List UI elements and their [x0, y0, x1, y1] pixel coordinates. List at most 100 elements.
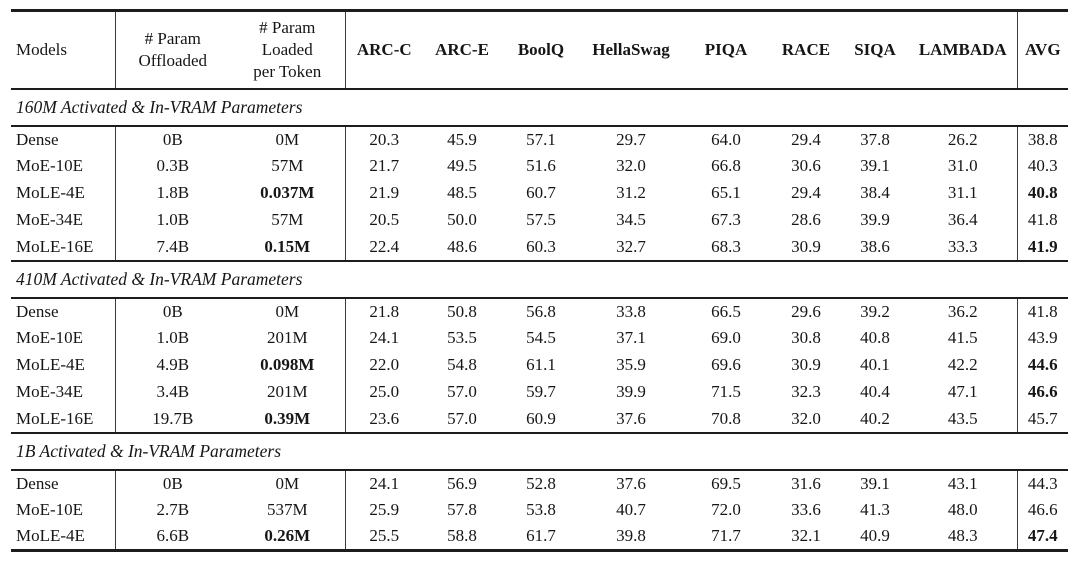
section-title: 410M Activated & In-VRAM Parameters [11, 259, 1068, 299]
model-name-cell: MoLE-16E [11, 233, 116, 261]
param-loaded-cell: 0M [230, 297, 346, 325]
score-cell-arc-c: 22.4 [369, 236, 400, 256]
col-header-siqa: SIQA [854, 39, 896, 59]
score-cell-arc-c: 22.0 [369, 355, 400, 374]
score-cell-lambada: 48.0 [947, 500, 978, 519]
score-cell-arc-e: 57.0 [447, 382, 477, 401]
param-loaded-cell: 57M [230, 152, 346, 180]
model-name-cell: MoLE-4E [11, 351, 116, 379]
avg-score-cell: 44.6 [1016, 351, 1068, 379]
table-row: Dense 0B 0M 20.3 45.9 57.1 29.7 64.0 29.4 37.8 26.… [11, 125, 1068, 153]
avg-score-cell: 46.6 [1016, 496, 1068, 524]
score-cell-arc-c: 21.9 [369, 183, 400, 202]
score-cell-siqa: 38.4 [860, 183, 890, 202]
col-header-lambada: LAMBADA [918, 39, 1007, 59]
score-cell-hellaswag: 39.8 [616, 526, 646, 546]
score-cell-boolq: 56.8 [526, 301, 556, 321]
score-cell-race: 30.8 [791, 328, 821, 347]
score-cell-boolq: 57.5 [526, 210, 556, 229]
score-cell-hellaswag: 31.2 [616, 183, 646, 202]
header-line: Loaded [261, 39, 313, 59]
model-name-cell: MoE-34E [11, 206, 116, 234]
param-loaded-cell: 0.15M [230, 233, 346, 261]
score-cell-boolq: 61.1 [526, 355, 556, 374]
table-row: MoLE-4E 6.6B 0.26M 25.5 58.8 61.7 39.8 71.7 32.1… [11, 523, 1068, 551]
table-row: MoE-10E 0.3B 57M 21.7 49.5 51.6 32.0 66.8 30.6 39… [11, 152, 1068, 180]
score-cell-race: 30.9 [791, 355, 821, 374]
param-offloaded-cell: 19.7B [152, 408, 194, 428]
score-cell-arc-e: 53.5 [447, 328, 477, 347]
model-name-cell: Dense [11, 469, 116, 497]
header-line: # Param [144, 28, 201, 48]
score-cell-arc-e: 54.8 [447, 355, 477, 374]
score-cell-piqa: 71.7 [711, 526, 741, 546]
param-offloaded-cell: 1.0B [156, 328, 190, 347]
table-row: MoLE-4E 4.9B 0.098M 22.0 54.8 61.1 35.9 69.6 30.… [11, 351, 1068, 379]
score-cell-piqa: 69.0 [711, 328, 741, 347]
model-name-cell: MoLE-4E [11, 179, 116, 207]
score-cell-arc-e: 56.9 [447, 473, 477, 493]
model-name-cell: MoE-10E [11, 324, 116, 352]
param-offloaded-cell: 3.4B [156, 382, 190, 401]
table-row: MoE-10E 1.0B 201M 24.1 53.5 54.5 37.1 69.0 30.8 4… [11, 324, 1068, 352]
model-name-cell: Dense [11, 125, 116, 153]
score-cell-lambada: 31.1 [947, 183, 978, 202]
table-row: MoLE-16E 19.7B 0.39M 23.6 57.0 60.9 37.6 70.8 32… [11, 405, 1068, 433]
score-cell-boolq: 54.5 [526, 328, 556, 347]
score-cell-siqa: 40.4 [860, 382, 890, 401]
avg-score-cell: 47.4 [1016, 523, 1068, 551]
param-offloaded-cell: 7.4B [156, 236, 190, 256]
score-cell-arc-e: 57.8 [447, 500, 477, 519]
avg-score-cell: 43.9 [1016, 324, 1068, 352]
score-cell-piqa: 66.5 [711, 301, 741, 321]
score-cell-siqa: 41.3 [860, 500, 890, 519]
table-header: Models # Param Offloaded # Param Loaded … [11, 10, 1068, 89]
table-row: Dense 0B 0M 21.8 50.8 56.8 33.8 66.5 29.6 39.2 36.… [11, 297, 1068, 325]
score-cell-arc-e: 58.8 [447, 526, 477, 546]
model-name-cell: MoE-10E [11, 152, 116, 180]
score-cell-arc-e: 48.5 [447, 183, 477, 202]
score-cell-hellaswag: 32.7 [616, 236, 646, 256]
score-cell-lambada: 47.1 [947, 382, 978, 401]
score-cell-arc-c: 24.1 [369, 473, 400, 493]
param-loaded-cell: 0.39M [230, 405, 346, 433]
score-cell-hellaswag: 33.8 [616, 301, 646, 321]
col-header-hellaswag: HellaSwag [592, 39, 670, 59]
score-cell-boolq: 60.9 [526, 408, 556, 428]
score-cell-hellaswag: 32.0 [616, 156, 646, 175]
score-cell-lambada: 43.1 [947, 473, 978, 493]
table-body: 160M Activated & In-VRAM Parameters Dense… [11, 87, 1068, 551]
score-cell-hellaswag: 40.7 [616, 500, 646, 519]
param-loaded-cell: 201M [230, 324, 346, 352]
score-cell-arc-c: 20.3 [369, 129, 400, 149]
score-cell-race: 30.6 [791, 156, 821, 175]
score-cell-race: 31.6 [791, 473, 821, 493]
score-cell-arc-c: 25.5 [369, 526, 400, 546]
score-cell-arc-c: 24.1 [369, 328, 400, 347]
score-cell-race: 29.4 [791, 183, 821, 202]
score-cell-hellaswag: 37.6 [616, 408, 646, 428]
param-loaded-cell: 0M [230, 125, 346, 153]
score-cell-arc-c: 21.7 [369, 156, 400, 175]
avg-score-cell: 40.8 [1016, 179, 1068, 207]
score-cell-hellaswag: 39.9 [616, 382, 646, 401]
score-cell-race: 30.9 [791, 236, 821, 256]
param-offloaded-cell: 0B [162, 129, 183, 149]
score-cell-boolq: 60.3 [526, 236, 556, 256]
score-cell-siqa: 39.2 [860, 301, 890, 321]
col-header-avg: AVG [1016, 10, 1068, 89]
avg-score-cell: 44.3 [1016, 469, 1068, 497]
score-cell-siqa: 40.9 [860, 526, 890, 546]
score-cell-piqa: 72.0 [711, 500, 741, 519]
score-cell-arc-c: 23.6 [369, 408, 400, 428]
score-cell-siqa: 39.9 [860, 210, 890, 229]
score-cell-piqa: 70.8 [711, 408, 741, 428]
table-row: MoLE-4E 1.8B 0.037M 21.9 48.5 60.7 31.2 65.1 29.… [11, 179, 1068, 207]
score-cell-hellaswag: 35.9 [616, 355, 646, 374]
score-cell-lambada: 26.2 [947, 129, 978, 149]
score-cell-race: 32.3 [791, 382, 821, 401]
param-loaded-cell: 0.098M [230, 351, 346, 379]
param-loaded-cell: 0.26M [230, 523, 346, 551]
score-cell-lambada: 36.2 [947, 301, 978, 321]
score-cell-arc-e: 57.0 [447, 408, 477, 428]
